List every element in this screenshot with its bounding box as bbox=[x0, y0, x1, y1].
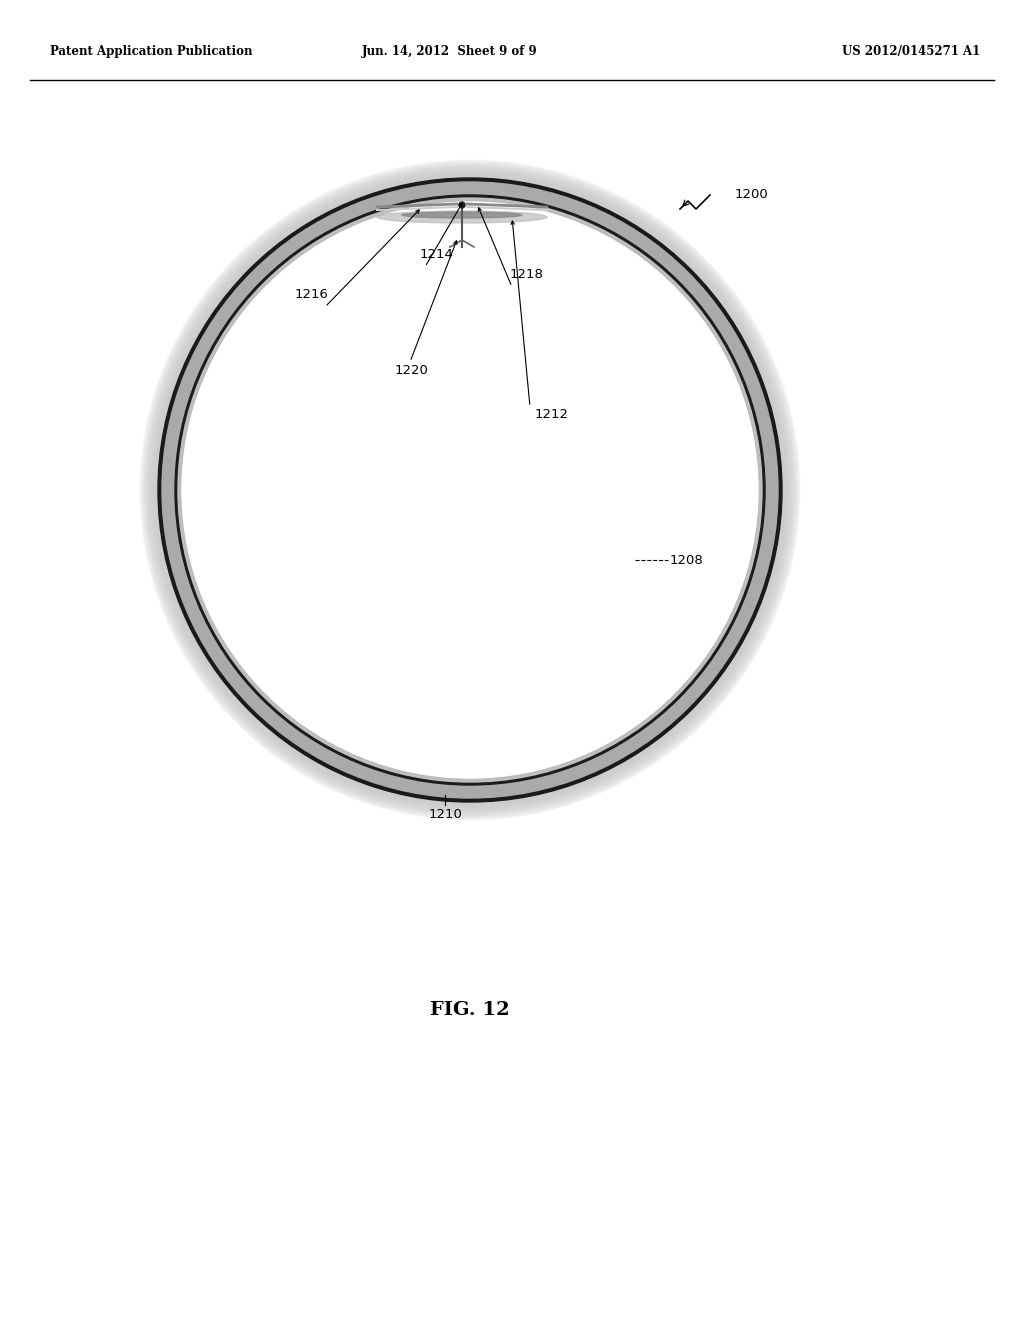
Ellipse shape bbox=[377, 211, 547, 223]
Circle shape bbox=[459, 202, 465, 209]
Text: 1220: 1220 bbox=[395, 363, 429, 376]
Ellipse shape bbox=[402, 213, 522, 218]
Circle shape bbox=[162, 182, 778, 799]
Circle shape bbox=[175, 195, 765, 785]
Text: Patent Application Publication: Patent Application Publication bbox=[50, 45, 253, 58]
Circle shape bbox=[158, 178, 782, 803]
Circle shape bbox=[184, 205, 756, 776]
Text: US 2012/0145271 A1: US 2012/0145271 A1 bbox=[842, 45, 980, 58]
Circle shape bbox=[178, 198, 762, 781]
Circle shape bbox=[180, 201, 760, 780]
Text: 1200: 1200 bbox=[735, 189, 769, 202]
Text: 1210: 1210 bbox=[428, 808, 462, 821]
Text: 1208: 1208 bbox=[670, 553, 703, 566]
Text: 1216: 1216 bbox=[295, 289, 329, 301]
Text: 1218: 1218 bbox=[510, 268, 544, 281]
Text: FIG. 12: FIG. 12 bbox=[430, 1001, 510, 1019]
Circle shape bbox=[182, 202, 758, 777]
Circle shape bbox=[182, 202, 758, 777]
Text: Jun. 14, 2012  Sheet 9 of 9: Jun. 14, 2012 Sheet 9 of 9 bbox=[362, 45, 538, 58]
Text: 1214: 1214 bbox=[420, 248, 454, 261]
Text: 1212: 1212 bbox=[535, 408, 569, 421]
